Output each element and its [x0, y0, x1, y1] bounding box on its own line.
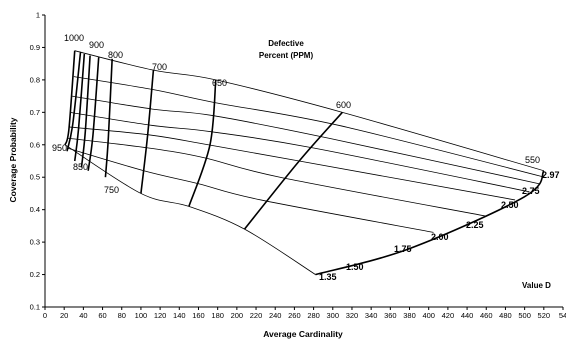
plot-area	[45, 15, 563, 307]
x-tick-label: 400	[422, 311, 435, 320]
x-tick-label: 360	[384, 311, 397, 320]
ppm-label-950: 950	[52, 143, 67, 153]
x-tick-label: 520	[538, 311, 551, 320]
x-ticks: 0 20 40 60 80 100 120 140 160 180 200 220 240 260 280 3…	[43, 307, 566, 320]
value-d-label: Value D	[522, 281, 551, 290]
ppm-curves	[64, 50, 545, 276]
ppm-label-550: 550	[525, 155, 540, 165]
y-tick-label: 0.2	[30, 270, 40, 279]
ppm-curve-650	[188, 79, 217, 207]
x-tick-label: 460	[480, 311, 493, 320]
d-line-3	[69, 111, 530, 193]
x-tick-label: 0	[43, 311, 47, 320]
defective-title-line2: Percent (PPM)	[259, 51, 314, 60]
x-tick-label: 54	[559, 311, 566, 320]
y-tick-label: 0.6	[30, 140, 40, 149]
d-label-175: 1.75	[394, 244, 412, 254]
ppm-curve-850	[80, 55, 91, 168]
x-tick-label: 280	[307, 311, 320, 320]
d-label-150: 1.50	[346, 262, 364, 272]
d-label-200: 2.00	[431, 232, 449, 242]
x-tick-label: 160	[192, 311, 205, 320]
x-tick-label: 120	[154, 311, 167, 320]
y-tick-label: 1	[36, 11, 40, 20]
d-label-297: 2.97	[542, 170, 560, 180]
ppm-label-800: 800	[108, 50, 123, 60]
x-tick-label: 180	[211, 311, 224, 320]
y-tick-label: 0.8	[30, 75, 40, 84]
x-tick-label: 140	[173, 311, 186, 320]
ppm-curve-900	[73, 53, 86, 162]
d-line-0	[74, 50, 544, 172]
y-ticks: 0.1 0.2 0.3 0.4 0.5 0.6 0.7 0.8 0.9 1	[30, 11, 45, 312]
ppm-label-600: 600	[336, 100, 351, 110]
x-tick-label: 240	[269, 311, 282, 320]
y-tick-label: 0.5	[30, 173, 40, 182]
d-line-1	[73, 76, 545, 178]
x-tick-label: 100	[135, 311, 148, 320]
d-line-6	[66, 147, 434, 233]
ppm-curve-950	[66, 52, 82, 152]
y-axis-title: Coverage Probability	[8, 117, 18, 202]
x-tick-label: 380	[403, 311, 416, 320]
ppm-label-650: 650	[212, 78, 227, 88]
d-label-225: 2.25	[466, 220, 484, 230]
d-line-4	[68, 126, 516, 201]
x-tick-label: 320	[346, 311, 359, 320]
y-tick-label: 0.1	[30, 303, 40, 312]
ppm-curve-800	[87, 57, 100, 171]
ppm-curve-600	[243, 111, 343, 230]
y-tick-label: 0.7	[30, 108, 40, 117]
x-tick-label: 420	[442, 311, 455, 320]
x-tick-label: 220	[250, 311, 263, 320]
d-label-135: 1.35	[319, 272, 337, 282]
x-axis-title: Average Cardinality	[263, 329, 343, 339]
ppm-curve-1000	[64, 50, 76, 146]
ppm-curve-550	[315, 170, 545, 276]
x-tick-label: 300	[327, 311, 340, 320]
d-label-275: 2.75	[522, 186, 540, 196]
ppm-label-750: 750	[104, 185, 119, 195]
ppm-label-1000: 1000	[64, 33, 84, 43]
x-tick-label: 20	[60, 311, 68, 320]
defective-title-line1: Defective	[268, 39, 304, 48]
x-tick-label: 260	[288, 311, 301, 320]
x-tick-label: 40	[79, 311, 87, 320]
ppm-curve-700	[140, 70, 155, 194]
ppm-label-700: 700	[152, 62, 167, 72]
d-line-2	[71, 95, 540, 185]
ppm-label-850: 850	[73, 162, 88, 172]
x-tick-label: 440	[461, 311, 474, 320]
ppm-curve-750	[104, 58, 113, 178]
y-tick-label: 0.3	[30, 238, 40, 247]
x-tick-label: 60	[98, 311, 106, 320]
x-tick-label: 480	[499, 311, 512, 320]
d-line-5	[67, 137, 487, 217]
x-tick-label: 500	[518, 311, 531, 320]
ppm-label-900: 900	[89, 40, 104, 50]
x-tick-label: 80	[118, 311, 126, 320]
x-tick-label: 200	[231, 311, 244, 320]
y-tick-label: 0.9	[30, 43, 40, 52]
x-tick-label: 340	[365, 311, 378, 320]
d-label-250: 2.50	[501, 200, 519, 210]
y-tick-label: 0.4	[30, 205, 40, 214]
